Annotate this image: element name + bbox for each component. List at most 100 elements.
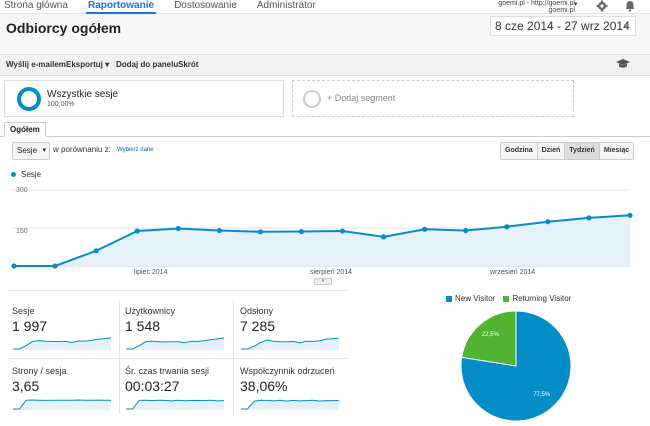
- account-view: goemi.pl: [548, 7, 575, 14]
- data-point[interactable]: [586, 215, 592, 221]
- main-nav: Strona główna Raportowanie Dostosowanie …: [0, 0, 332, 14]
- sparkline-line: [126, 399, 225, 410]
- chart-resize-handle[interactable]: ▾: [314, 278, 332, 285]
- chevron-down-icon: ▾: [105, 60, 110, 69]
- sparkline: [13, 399, 112, 410]
- sparkline: [241, 399, 340, 410]
- period-week-button[interactable]: Tydzień: [564, 143, 599, 159]
- period-hour-button[interactable]: Godzina: [501, 143, 537, 159]
- sparkline-area: [13, 400, 111, 410]
- pie-slice[interactable]: [460, 310, 572, 422]
- shortcut-button[interactable]: Skrót: [178, 60, 199, 69]
- export-label: Eksportuj: [66, 60, 103, 69]
- top-navigation-bar: Strona główna Raportowanie Dostosowanie …: [0, 0, 650, 14]
- pie-slice[interactable]: [461, 310, 517, 367]
- email-button[interactable]: Wyślij e-mailem: [6, 60, 66, 69]
- metric-tile[interactable]: Śr. czas trwania sesji 00:03:27: [125, 366, 235, 416]
- nav-item-customization[interactable]: Dostosowanie: [174, 0, 237, 11]
- y-tick-label: 150: [16, 228, 28, 235]
- data-point[interactable]: [504, 224, 510, 230]
- segment-name: Wszystkie sesje: [47, 89, 119, 100]
- sparkline-area: [241, 400, 339, 410]
- data-point[interactable]: [257, 229, 263, 235]
- tab-overview[interactable]: Ogółem: [4, 122, 46, 137]
- pie-slice-label: 22,5%: [482, 332, 500, 338]
- data-point[interactable]: [175, 225, 181, 232]
- visitor-type-pie-chart: 22,5% 77,5%: [460, 310, 572, 422]
- metric-tile[interactable]: Współczynnik odrzuceń 38,06%: [240, 366, 350, 416]
- bell-icon[interactable]: [624, 0, 636, 12]
- data-point[interactable]: [93, 248, 99, 254]
- report-toolbar: [0, 54, 650, 76]
- data-point[interactable]: [339, 228, 346, 234]
- legend-swatch: [446, 295, 452, 302]
- sparkline: [126, 337, 225, 350]
- chart-legend: Sesje: [11, 170, 41, 179]
- metric-value: 1 548: [125, 318, 161, 334]
- legend-swatch: [503, 295, 510, 302]
- y-tick-label: 300: [16, 187, 28, 194]
- sparkline-line: [126, 337, 225, 350]
- metric-tile[interactable]: Użytkownicy 1 548: [125, 306, 235, 356]
- select-metric-link[interactable]: Wybierz dane: [117, 147, 154, 153]
- metric-label: Współczynnik odrzuceń: [240, 366, 335, 376]
- x-tick-label: lipiec 2014: [134, 269, 168, 276]
- sessions-line: [14, 214, 631, 267]
- sparkline-line: [241, 399, 340, 410]
- legend-label: Sesje: [21, 170, 42, 179]
- data-point[interactable]: [381, 234, 387, 240]
- legend-label: New Visitor: [455, 294, 496, 303]
- data-point[interactable]: [11, 263, 17, 269]
- data-point[interactable]: [463, 227, 469, 234]
- add-to-dashboard-button[interactable]: Dodaj do panelu: [116, 60, 179, 69]
- graduation-cap-icon[interactable]: [616, 58, 630, 70]
- period-toggle: Godzina Dzień Tydzień Miesiąc: [500, 142, 635, 160]
- data-point[interactable]: [216, 227, 222, 234]
- nav-item-reporting[interactable]: Raportowanie: [84, 0, 160, 14]
- page-title: Odbiorcy ogółem: [6, 20, 122, 36]
- divider: [8, 358, 348, 359]
- date-range-label: 8 cze 2014 - 27 wrz 2014: [495, 19, 630, 33]
- metric-tile[interactable]: Sesje 1 997: [12, 306, 122, 356]
- data-point[interactable]: [52, 263, 58, 269]
- pie-legend-new: New Visitor: [446, 294, 495, 303]
- data-point[interactable]: [298, 228, 305, 235]
- metric-tile[interactable]: Odsłony 7 285: [240, 306, 350, 356]
- gear-icon[interactable]: [596, 0, 608, 12]
- sessions-line-chart: 300 150 lipiec 2014 sierpień 2014 wrzesi…: [11, 187, 633, 276]
- chevron-down-icon[interactable]: ▾: [574, 1, 578, 8]
- account-selector[interactable]: goemi.pl - http://goemi.pl goemi.pl: [495, 0, 575, 14]
- sparkline-line: [13, 399, 112, 410]
- metric-tile[interactable]: Strony / sesja 3,65: [12, 366, 122, 416]
- divider: [233, 300, 234, 414]
- segment-ring-icon: [17, 87, 41, 111]
- sparkline: [126, 399, 225, 410]
- data-point[interactable]: [545, 219, 551, 225]
- period-day-button[interactable]: Dzień: [536, 143, 565, 159]
- metric-label: Sesje: [12, 306, 35, 316]
- divider: [119, 300, 120, 414]
- metric-label: Strony / sesja: [12, 366, 67, 376]
- sparkline-line: [241, 337, 340, 350]
- metric-select[interactable]: Sesje ▾: [12, 142, 50, 160]
- data-point[interactable]: [134, 228, 140, 234]
- data-point[interactable]: [627, 212, 633, 218]
- chevron-down-icon: ▼: [622, 21, 631, 31]
- compare-label: w porównaniu z:: [53, 145, 111, 154]
- date-range-picker[interactable]: 8 cze 2014 - 27 wrz 2014 ▼: [490, 16, 636, 36]
- period-month-button[interactable]: Miesiąc: [598, 143, 634, 159]
- metric-value: 00:03:27: [125, 378, 180, 394]
- nav-item-admin[interactable]: Administrator: [256, 0, 316, 11]
- sparkline: [241, 337, 340, 350]
- add-segment-button[interactable]: + Dodaj segment: [292, 80, 574, 117]
- metric-select-value: Sesje: [17, 146, 38, 155]
- metric-label: Użytkownicy: [125, 306, 176, 316]
- metric-label: Śr. czas trwania sesji: [125, 366, 210, 376]
- segment-all-sessions[interactable]: Wszystkie sesje 100,00%: [4, 80, 284, 117]
- data-point[interactable]: [422, 226, 428, 232]
- x-tick-label: wrzesień 2014: [489, 269, 535, 276]
- add-segment-label: + Dodaj segment: [327, 93, 396, 103]
- nav-item-home[interactable]: Strona główna: [4, 0, 68, 11]
- export-button[interactable]: Eksportuj ▾: [66, 60, 109, 69]
- metric-label: Odsłony: [240, 306, 274, 316]
